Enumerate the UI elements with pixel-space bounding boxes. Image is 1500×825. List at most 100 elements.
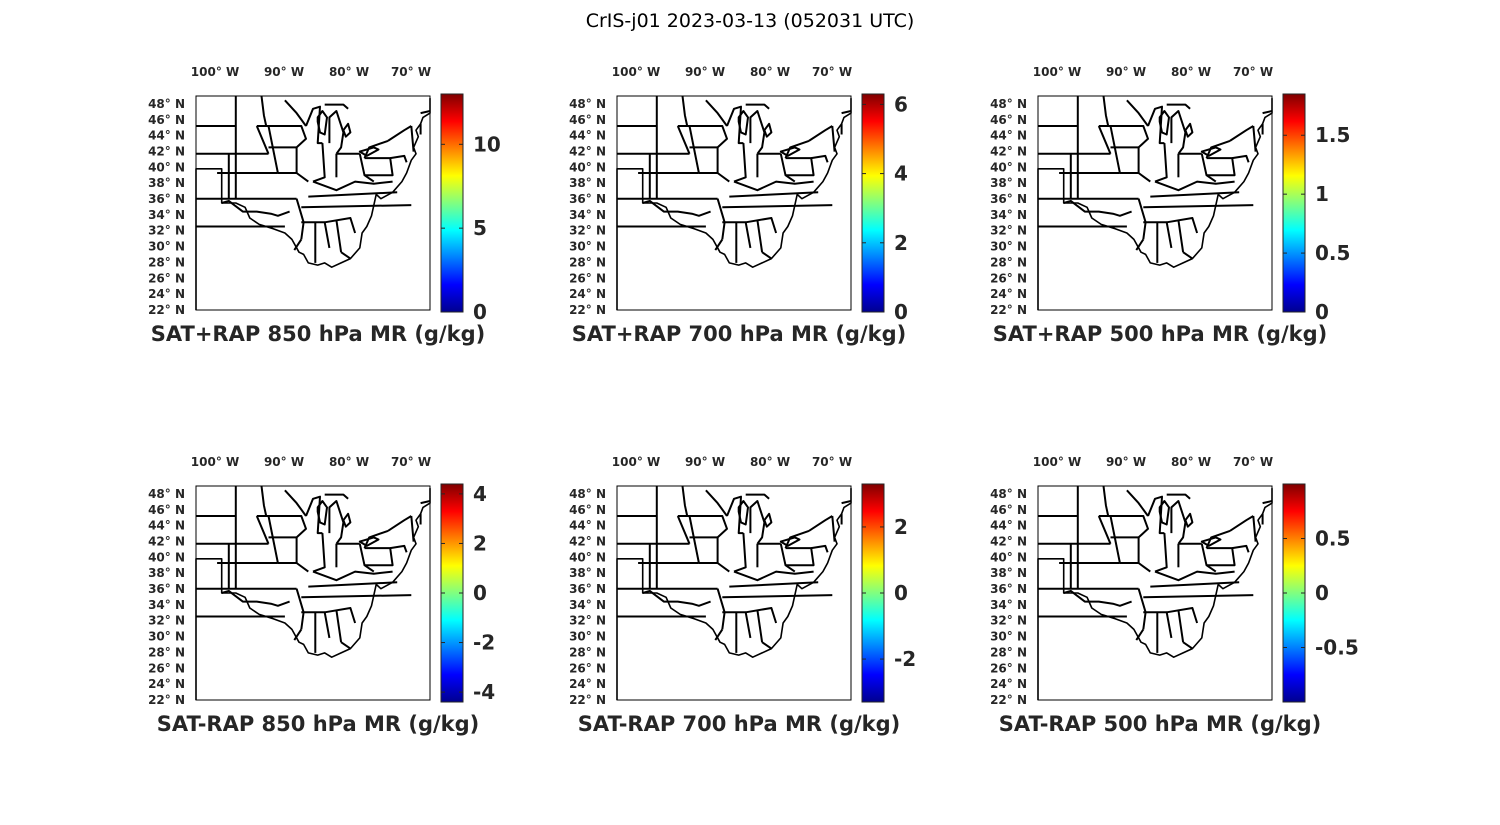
lat-tick-label: 48° N — [569, 487, 606, 501]
lat-tick-label: 34° N — [148, 208, 185, 222]
lat-tick-label: 24° N — [569, 677, 606, 691]
colorbar: 0 2 4 6 — [861, 92, 908, 324]
state-border — [733, 533, 747, 573]
great-lake — [1158, 110, 1170, 136]
lat-tick-label: 36° N — [569, 582, 606, 596]
map-panel-5: 100° W 90° W 80° W 70° W 48° N 46° N 44° N 42° … — [569, 455, 916, 736]
lon-tick-label: 80° W — [329, 65, 369, 79]
great-lake — [779, 146, 801, 157]
state-border — [312, 180, 393, 192]
lat-tick-label: 34° N — [990, 208, 1027, 222]
lat-tick-label: 38° N — [990, 566, 1027, 580]
state-border — [1097, 515, 1112, 545]
state-border — [1098, 515, 1149, 539]
state-border — [726, 495, 744, 535]
colorbar-frame — [861, 93, 885, 313]
lon-tick-label: 70° W — [812, 65, 852, 79]
lat-tick-label: 48° N — [148, 97, 185, 111]
state-border — [1170, 110, 1187, 155]
state-border — [745, 493, 770, 500]
state-border — [340, 251, 351, 260]
panel-title: SAT-RAP 850 hPa MR (g/kg) — [157, 712, 480, 736]
colorbar-tick-label: 1.5 — [1315, 123, 1350, 147]
colorbar: 0 0.5 1 1.5 — [1282, 93, 1350, 324]
panel-grid: 100° W 90° W 80° W 70° W 48° N 46° N 44° N 42° … — [148, 65, 1359, 736]
state-border — [284, 489, 307, 517]
state-border — [1154, 143, 1168, 183]
lat-tick-label: 46° N — [569, 113, 606, 127]
great-lake — [1184, 512, 1194, 528]
panel-title: SAT-RAP 500 hPa MR (g/kg) — [999, 712, 1322, 736]
state-border — [1143, 204, 1254, 209]
colorbar-tick-label: 5 — [473, 216, 487, 240]
colorbar-tick-label: 4 — [473, 482, 487, 506]
lat-tick-label: 42° N — [990, 145, 1027, 159]
state-border — [1150, 581, 1240, 588]
state-border — [420, 500, 431, 505]
lat-tick-label: 22° N — [148, 303, 185, 317]
lat-tick-label: 44° N — [569, 519, 606, 533]
state-border — [761, 641, 772, 650]
lat-tick-label: 44° N — [990, 129, 1027, 143]
colorbar: -0.5 0 0.5 — [1282, 483, 1359, 703]
state-border — [221, 199, 290, 217]
state-border — [293, 238, 303, 251]
great-lake — [737, 110, 749, 136]
state-border — [722, 204, 833, 209]
map-panel-2: 100° W 90° W 80° W 70° W 48° N 46° N 44° N 42° … — [569, 65, 908, 346]
state-border — [221, 589, 290, 607]
state-border — [1150, 191, 1240, 198]
lon-tick-label: 70° W — [1233, 455, 1273, 469]
lat-tick-label: 36° N — [990, 582, 1027, 596]
lon-tick-label: 90° W — [1106, 65, 1146, 79]
state-border — [785, 547, 815, 567]
lat-tick-label: 24° N — [148, 287, 185, 301]
lon-tick-label: 100° W — [1033, 65, 1081, 79]
state-border — [1177, 609, 1185, 643]
colorbar-tick-label: 0 — [894, 300, 908, 324]
lat-tick-label: 26° N — [990, 271, 1027, 285]
great-lake — [358, 536, 380, 547]
state-border — [688, 515, 700, 564]
great-lake — [358, 146, 380, 157]
state-border — [1126, 99, 1149, 127]
panel-title: SAT+RAP 850 hPa MR (g/kg) — [151, 322, 485, 346]
state-boundaries — [1037, 485, 1273, 700]
lat-tick-label: 48° N — [569, 97, 606, 111]
state-border — [745, 607, 778, 624]
lon-tick-label: 80° W — [1171, 455, 1211, 469]
colorbar-tick-label: 0 — [473, 300, 487, 324]
colorbar-tick-label: -2 — [894, 647, 916, 671]
lon-tick-label: 90° W — [685, 455, 725, 469]
great-lake — [342, 512, 352, 528]
great-lake — [763, 512, 773, 528]
state-border — [256, 515, 307, 539]
lat-tick-label: 44° N — [148, 519, 185, 533]
lat-tick-label: 42° N — [569, 145, 606, 159]
state-border — [676, 125, 691, 155]
lat-tick-label: 32° N — [569, 614, 606, 628]
state-border — [733, 143, 747, 183]
lon-tick-label: 70° W — [391, 455, 431, 469]
state-border — [1166, 607, 1199, 624]
panel-title: SAT+RAP 500 hPa MR (g/kg) — [993, 322, 1327, 346]
state-border — [1206, 157, 1236, 177]
colorbar-gradient — [862, 484, 884, 702]
state-border — [1154, 570, 1235, 582]
lat-tick-label: 32° N — [148, 224, 185, 238]
state-boundaries — [195, 485, 431, 700]
state-border — [729, 191, 819, 198]
state-border — [1229, 125, 1254, 142]
lon-tick-label: 70° W — [812, 455, 852, 469]
state-border — [390, 544, 408, 553]
state-border — [1147, 495, 1165, 535]
state-border — [293, 628, 303, 641]
state-border — [745, 103, 770, 110]
state-border — [1147, 105, 1165, 145]
lat-tick-label: 26° N — [148, 271, 185, 285]
state-boundaries — [195, 95, 431, 310]
lat-tick-label: 42° N — [148, 145, 185, 159]
state-border — [410, 125, 415, 152]
state-border — [284, 99, 307, 127]
state-border — [1166, 103, 1191, 110]
